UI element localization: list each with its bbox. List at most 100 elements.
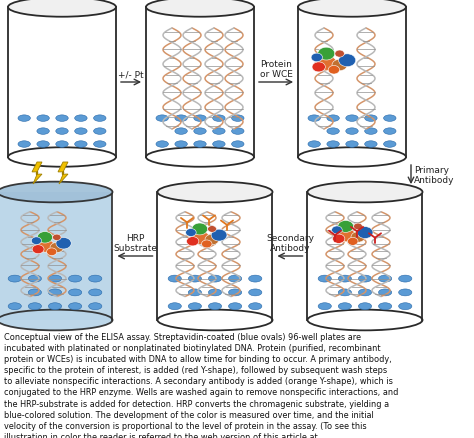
Polygon shape xyxy=(146,8,254,158)
Ellipse shape xyxy=(213,116,225,122)
Ellipse shape xyxy=(365,116,377,122)
Ellipse shape xyxy=(338,303,352,310)
Ellipse shape xyxy=(93,128,106,135)
Ellipse shape xyxy=(37,141,49,148)
Polygon shape xyxy=(32,162,42,184)
Ellipse shape xyxy=(358,303,372,310)
Ellipse shape xyxy=(192,232,210,245)
Ellipse shape xyxy=(168,303,182,310)
Ellipse shape xyxy=(209,303,222,310)
Ellipse shape xyxy=(8,303,21,310)
Polygon shape xyxy=(157,193,273,320)
Ellipse shape xyxy=(328,66,339,75)
Ellipse shape xyxy=(399,276,412,283)
Ellipse shape xyxy=(346,141,358,148)
Ellipse shape xyxy=(201,240,212,248)
Ellipse shape xyxy=(228,276,242,283)
Ellipse shape xyxy=(228,289,242,296)
Ellipse shape xyxy=(308,310,422,331)
Ellipse shape xyxy=(232,141,244,148)
Ellipse shape xyxy=(312,63,325,73)
Ellipse shape xyxy=(308,141,320,148)
Ellipse shape xyxy=(187,237,199,246)
Ellipse shape xyxy=(335,51,344,58)
Polygon shape xyxy=(8,8,116,158)
Ellipse shape xyxy=(8,276,21,283)
Ellipse shape xyxy=(93,116,106,122)
Text: Primary
Antibody: Primary Antibody xyxy=(414,166,455,185)
Ellipse shape xyxy=(56,116,68,122)
Ellipse shape xyxy=(53,235,61,241)
Ellipse shape xyxy=(327,116,339,122)
Ellipse shape xyxy=(157,182,273,203)
Ellipse shape xyxy=(333,235,345,244)
Ellipse shape xyxy=(194,128,206,135)
Ellipse shape xyxy=(209,289,222,296)
Ellipse shape xyxy=(332,226,342,234)
Ellipse shape xyxy=(379,303,392,310)
Ellipse shape xyxy=(351,232,365,243)
Text: +/- Pt: +/- Pt xyxy=(118,70,144,79)
Ellipse shape xyxy=(192,223,208,235)
Ellipse shape xyxy=(31,237,42,245)
Ellipse shape xyxy=(56,238,71,249)
Ellipse shape xyxy=(346,128,358,135)
Text: Protein
or WCE: Protein or WCE xyxy=(260,60,292,79)
Ellipse shape xyxy=(28,276,42,283)
Ellipse shape xyxy=(249,289,262,296)
Ellipse shape xyxy=(318,57,337,71)
Text: Secondary
Antibody: Secondary Antibody xyxy=(266,233,314,252)
Ellipse shape xyxy=(347,238,358,246)
Ellipse shape xyxy=(357,227,373,239)
Ellipse shape xyxy=(318,303,331,310)
Ellipse shape xyxy=(188,289,201,296)
Ellipse shape xyxy=(358,276,372,283)
Ellipse shape xyxy=(75,128,87,135)
Ellipse shape xyxy=(232,128,244,135)
Ellipse shape xyxy=(146,148,254,167)
Ellipse shape xyxy=(69,303,82,310)
Ellipse shape xyxy=(318,48,335,61)
Ellipse shape xyxy=(37,116,49,122)
Ellipse shape xyxy=(89,289,102,296)
Text: HRP
Substrate: HRP Substrate xyxy=(113,233,157,252)
Polygon shape xyxy=(298,8,406,158)
Ellipse shape xyxy=(213,141,225,148)
Ellipse shape xyxy=(308,182,422,203)
Ellipse shape xyxy=(157,310,273,331)
Ellipse shape xyxy=(48,289,62,296)
Ellipse shape xyxy=(205,235,219,245)
Ellipse shape xyxy=(48,303,62,310)
Ellipse shape xyxy=(211,230,227,241)
Ellipse shape xyxy=(50,243,64,253)
Ellipse shape xyxy=(37,232,53,244)
Ellipse shape xyxy=(18,141,30,148)
Ellipse shape xyxy=(175,116,187,122)
Ellipse shape xyxy=(156,116,168,122)
Ellipse shape xyxy=(249,276,262,283)
Ellipse shape xyxy=(37,128,49,135)
Ellipse shape xyxy=(175,128,187,135)
Ellipse shape xyxy=(89,303,102,310)
Ellipse shape xyxy=(365,128,377,135)
Ellipse shape xyxy=(46,248,57,256)
Ellipse shape xyxy=(69,289,82,296)
Ellipse shape xyxy=(311,54,322,63)
Ellipse shape xyxy=(146,0,254,18)
Ellipse shape xyxy=(346,116,358,122)
Ellipse shape xyxy=(69,276,82,283)
Ellipse shape xyxy=(209,276,222,283)
Ellipse shape xyxy=(37,240,54,253)
Ellipse shape xyxy=(188,303,201,310)
Ellipse shape xyxy=(399,289,412,296)
Ellipse shape xyxy=(156,141,168,148)
Ellipse shape xyxy=(249,303,262,310)
Ellipse shape xyxy=(232,116,244,122)
Ellipse shape xyxy=(379,276,392,283)
Ellipse shape xyxy=(327,141,339,148)
Text: Conceptual view of the ELISA assay. Streptavidin-coated (blue ovals) 96-well pla: Conceptual view of the ELISA assay. Stre… xyxy=(4,332,398,438)
Ellipse shape xyxy=(332,60,347,71)
Ellipse shape xyxy=(186,229,196,237)
Ellipse shape xyxy=(365,141,377,148)
Ellipse shape xyxy=(28,289,42,296)
